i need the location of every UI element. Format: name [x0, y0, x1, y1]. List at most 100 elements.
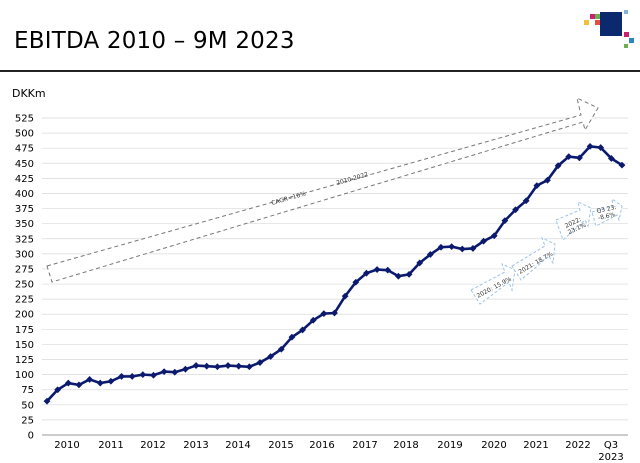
- x-tick-label: 2020: [481, 440, 506, 451]
- data-point: [586, 142, 594, 150]
- data-point: [288, 333, 296, 341]
- data-point: [320, 310, 328, 318]
- data-point: [501, 217, 509, 225]
- data-point: [352, 278, 360, 286]
- data-point: [182, 365, 189, 373]
- y-tick-label: 325: [15, 234, 34, 245]
- data-point: [213, 363, 221, 371]
- y-tick-label: 0: [28, 431, 34, 442]
- y-tick-label: 275: [15, 264, 34, 275]
- page-title: EBITDA 2010 – 9M 2023: [14, 28, 295, 54]
- x-tick-label: 2017: [352, 440, 377, 451]
- cagr-arrow: CAGR=16% 2010-2022: [46, 97, 599, 283]
- x-tick-label: 2011: [98, 440, 123, 451]
- x-tick-label: 2014: [225, 440, 250, 451]
- data-point: [384, 266, 392, 274]
- data-point: [607, 155, 615, 162]
- x-tick-labels: 2010 2011 2012 2013 2014 2015 2016 2017 2018 2019…: [54, 440, 623, 463]
- data-point: [245, 363, 253, 371]
- data-point: [490, 232, 498, 240]
- y-tick-label: 200: [15, 310, 34, 321]
- data-point: [426, 251, 434, 258]
- data-point: [75, 381, 83, 389]
- y-tick-label: 400: [15, 189, 34, 200]
- gridlines: [42, 117, 628, 436]
- data-point: [437, 243, 445, 251]
- y-tick-label: 375: [15, 204, 34, 215]
- data-point: [533, 182, 541, 190]
- y-tick-labels: 0 25 50 75 100 125 150 175 200 225 250 275 300 325 350…: [15, 114, 34, 442]
- x-tick-label: 2015: [268, 440, 293, 451]
- data-point: [309, 316, 317, 324]
- data-point: [576, 154, 583, 162]
- growth-arrow-2022: 2022:23.1%: [555, 201, 592, 241]
- data-point: [341, 292, 349, 300]
- data-point: [405, 270, 413, 278]
- y-tick-label: 50: [21, 400, 34, 411]
- y-tick-label: 25: [21, 415, 34, 426]
- y-axis-unit: DKKm: [12, 87, 46, 100]
- data-point: [565, 153, 573, 161]
- data-point: [256, 359, 264, 366]
- x-tick-label: 2018: [393, 440, 418, 451]
- data-point: [618, 161, 626, 169]
- x-tick-label: 2022: [565, 440, 590, 451]
- y-tick-label: 100: [15, 370, 34, 381]
- data-point: [544, 176, 551, 184]
- growth-arrow-2021: 2021: 18.7%: [511, 237, 556, 281]
- data-point: [96, 379, 104, 387]
- x-tick-label: 2010: [54, 440, 79, 451]
- data-point: [331, 309, 338, 317]
- data-point: [86, 376, 93, 383]
- company-logo: [584, 10, 634, 48]
- data-point: [394, 272, 402, 280]
- data-point: [107, 377, 115, 385]
- ebitda-series: [43, 142, 626, 405]
- y-tick-label: 425: [15, 174, 34, 185]
- data-point: [512, 206, 519, 214]
- y-tick-label: 350: [15, 219, 34, 230]
- y-tick-label: 475: [15, 144, 34, 155]
- data-point: [235, 362, 243, 370]
- y-tick-label: 250: [15, 280, 34, 291]
- y-tick-label: 450: [15, 159, 34, 170]
- x-tick-label: 2016: [309, 440, 334, 451]
- data-point: [43, 397, 51, 405]
- x-tick-label: 2013: [183, 440, 208, 451]
- y-tick-label: 75: [21, 385, 34, 396]
- data-point: [160, 368, 168, 375]
- data-point: [267, 353, 275, 360]
- data-point: [522, 197, 530, 205]
- y-tick-label: 175: [15, 325, 34, 336]
- data-point: [203, 362, 211, 370]
- y-tick-label: 225: [15, 295, 34, 306]
- data-point: [597, 144, 605, 151]
- data-point: [224, 362, 232, 369]
- data-point: [448, 243, 456, 251]
- growth-arrow-q3-2023: Q3 23:-8.6%: [591, 197, 623, 227]
- data-point: [139, 371, 147, 379]
- data-point: [192, 362, 200, 369]
- data-point: [480, 237, 487, 245]
- y-tick-label: 150: [15, 340, 34, 351]
- data-point: [64, 379, 72, 387]
- data-point: [469, 245, 477, 252]
- growth-label-q3-2023: Q3 23:-8.6%: [596, 204, 619, 222]
- data-point: [299, 326, 306, 334]
- data-point: [277, 345, 285, 353]
- x-tick-label: 2021: [523, 440, 548, 451]
- data-point: [128, 373, 136, 380]
- data-point: [554, 162, 562, 170]
- data-point: [54, 386, 62, 394]
- y-tick-label: 500: [15, 129, 34, 140]
- x-tick-label: 2012: [140, 440, 165, 451]
- data-point: [416, 259, 424, 267]
- y-tick-label: 300: [15, 249, 34, 260]
- data-point: [150, 371, 157, 379]
- x-tick-label: 2019: [437, 440, 462, 451]
- data-point: [118, 373, 125, 380]
- data-point: [458, 245, 466, 253]
- y-tick-label: 125: [15, 355, 34, 366]
- data-point: [171, 368, 179, 376]
